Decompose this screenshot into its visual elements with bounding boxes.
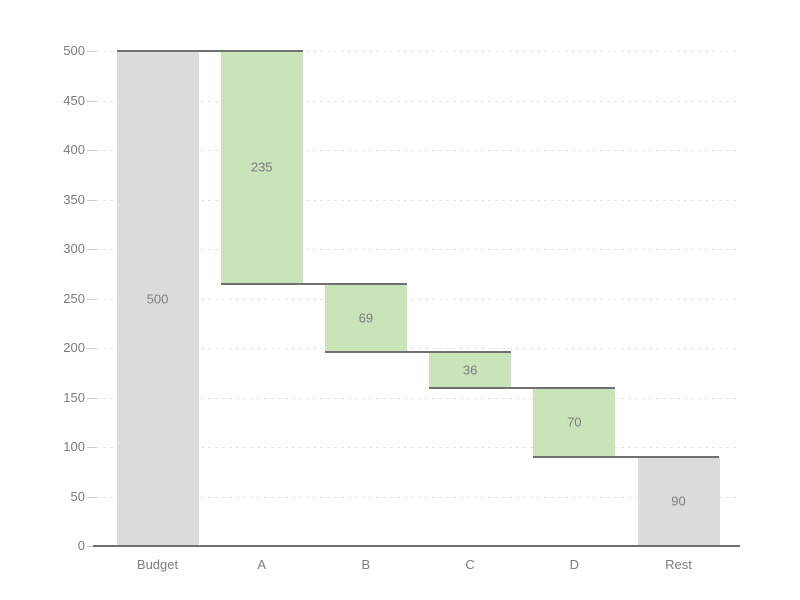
y-axis-tick-150 <box>87 398 96 399</box>
x-axis-category-label: C <box>465 557 475 572</box>
y-axis-tick-label: 400 <box>63 142 85 157</box>
connector-line-90 <box>533 455 720 458</box>
y-axis-tick-450 <box>87 101 96 102</box>
bar-value-label: 235 <box>250 159 273 175</box>
y-axis-tick-400 <box>87 150 96 151</box>
y-axis-tick-label: 50 <box>70 489 85 504</box>
bar-value-label: 69 <box>358 310 374 326</box>
y-axis-tick-350 <box>87 200 96 201</box>
connector-line-160 <box>429 386 616 389</box>
gridline-200 <box>96 348 740 349</box>
gridline-100 <box>96 447 740 448</box>
gridline-500 <box>96 51 740 52</box>
y-axis-tick-label: 500 <box>63 43 85 58</box>
y-axis-tick-100 <box>87 447 96 448</box>
x-axis-category-label: D <box>569 557 579 572</box>
y-axis-tick-label: 0 <box>77 538 85 553</box>
y-axis-tick-label: 450 <box>63 93 85 108</box>
bar-value-label: 90 <box>671 493 686 509</box>
connector-line-196 <box>324 351 512 353</box>
y-axis-tick-0 <box>87 546 96 547</box>
connector-line-265 <box>220 282 407 285</box>
y-axis-tick-200 <box>87 348 96 349</box>
y-axis-tick-label: 350 <box>63 192 85 207</box>
y-axis-tick-label: 250 <box>63 291 85 306</box>
bar-b[interactable] <box>324 283 407 352</box>
connector-line-500 <box>116 50 303 52</box>
y-axis-tick-500 <box>87 51 96 52</box>
y-axis-tick-50 <box>87 497 96 498</box>
x-axis-category-label: Rest <box>665 557 692 572</box>
gridline-300 <box>96 249 740 250</box>
y-axis-tick-label: 200 <box>63 340 85 355</box>
bar-rest[interactable] <box>637 456 720 546</box>
y-axis-tick-label: 150 <box>63 390 85 405</box>
bar-budget[interactable] <box>116 51 199 546</box>
y-axis-tick-label: 300 <box>63 241 85 256</box>
gridline-400 <box>96 150 740 151</box>
y-axis-tick-label: 100 <box>63 439 85 454</box>
bar-value-label: 500 <box>146 291 169 306</box>
bar-c[interactable] <box>429 352 512 388</box>
gridline-50 <box>96 497 740 498</box>
bar-a[interactable] <box>220 51 303 284</box>
gridline-350 <box>96 200 740 201</box>
bar-d[interactable] <box>533 387 616 457</box>
bar-value-label: 70 <box>567 414 582 430</box>
y-axis-tick-250 <box>87 299 96 300</box>
gridline-250 <box>96 299 740 300</box>
x-axis-category-label: A <box>257 557 267 572</box>
x-axis-line <box>93 545 740 547</box>
bar-value-label: 36 <box>462 362 478 378</box>
gridline-450 <box>96 101 740 102</box>
y-axis-tick-300 <box>87 249 96 250</box>
gridline-150 <box>96 398 740 399</box>
x-axis-category-label: B <box>361 557 371 572</box>
x-axis-category-label: Budget <box>136 557 179 572</box>
